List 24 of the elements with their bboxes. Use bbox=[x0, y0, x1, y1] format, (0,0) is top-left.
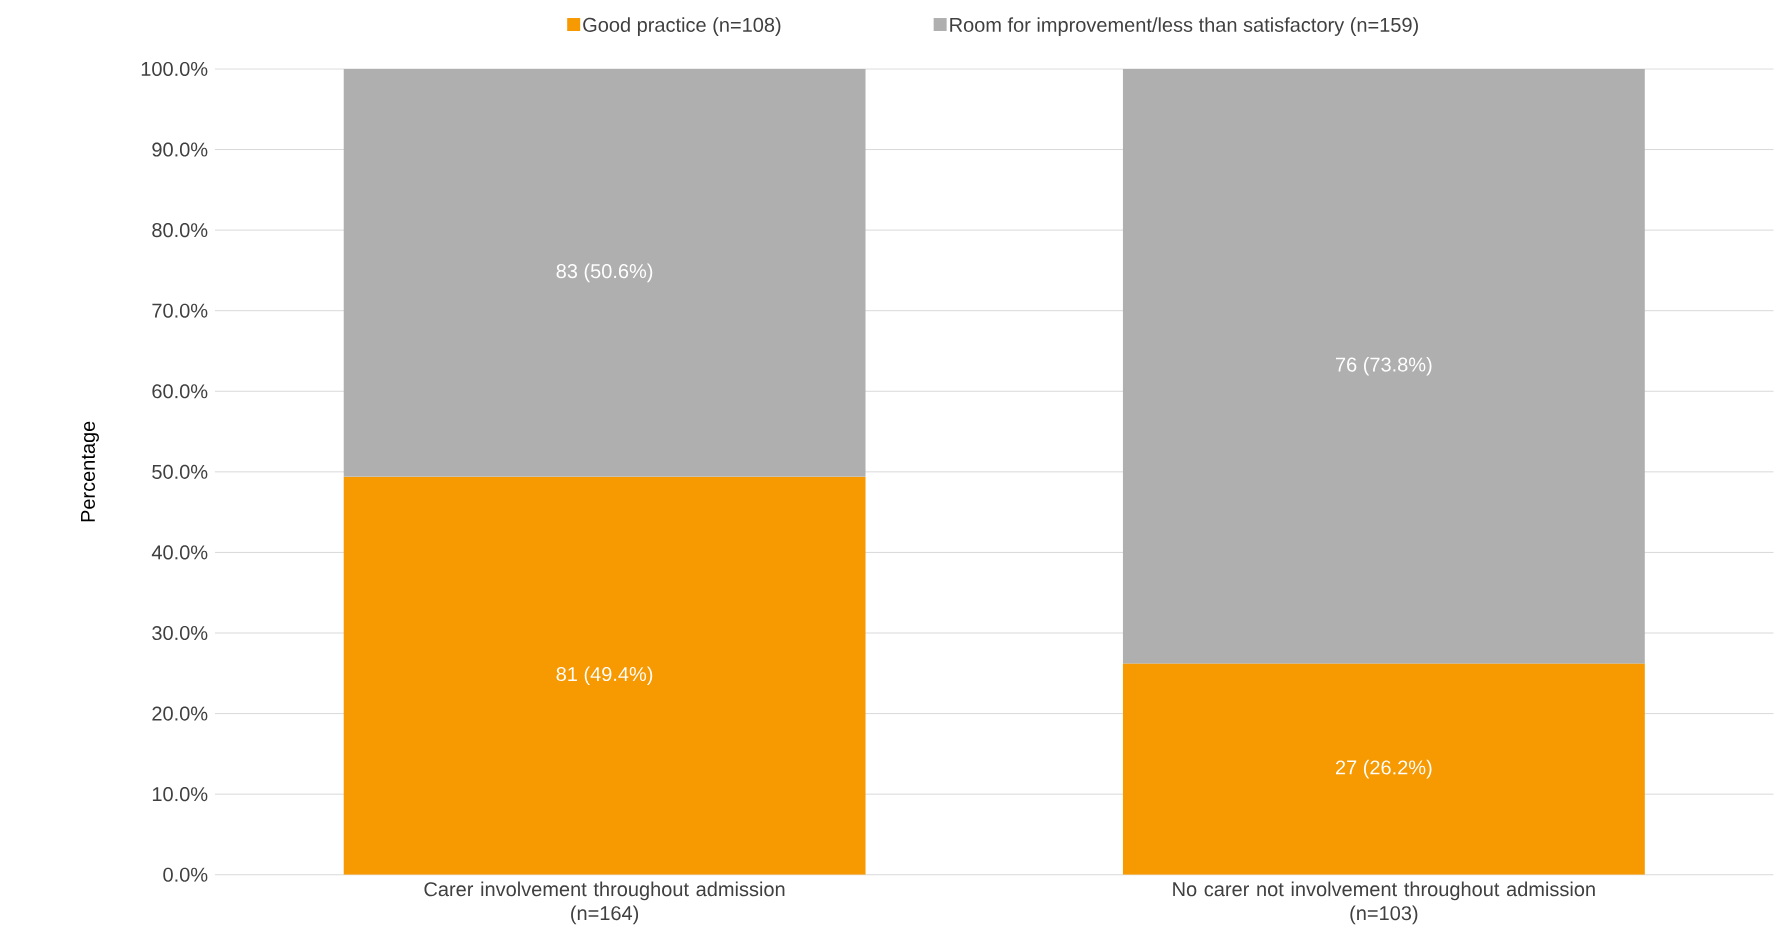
y-tick-label: 60.0% bbox=[152, 384, 208, 399]
bar bbox=[343, 69, 866, 477]
y-tick-label: 50.0% bbox=[152, 464, 208, 480]
x-tick-label: No carer not involvement throughout admission (n=103) bbox=[1173, 881, 1595, 925]
y-tick-label: 40.0% bbox=[151, 545, 208, 560]
data-label: 83 (50.6%) bbox=[556, 263, 653, 283]
legend-label: Good practice (n=108) bbox=[583, 17, 781, 37]
y-axis-title: Percentage bbox=[81, 421, 99, 522]
x-tick-label: Carer involvement throughout admission (n=164) bbox=[424, 881, 785, 925]
bar bbox=[343, 476, 866, 875]
y-tick-label: 80.0% bbox=[152, 223, 208, 238]
y-tick-label: 30.0% bbox=[152, 626, 208, 641]
data-label: 27 (26.2%) bbox=[1335, 760, 1432, 779]
y-tick-label: 70.0% bbox=[152, 303, 208, 318]
bar bbox=[1122, 663, 1645, 875]
data-label: 81 (49.4%) bbox=[556, 666, 653, 686]
y-tick-label: 0.0% bbox=[163, 867, 208, 882]
bar bbox=[1122, 69, 1645, 664]
y-tick-label: 90.0% bbox=[152, 142, 208, 157]
y-tick-label: 10.0% bbox=[152, 787, 208, 802]
data-label: 76 (73.8%) bbox=[1335, 357, 1432, 376]
y-tick-label: 100.0% bbox=[141, 62, 208, 77]
legend-label: Room for improvement/less than satisfactory (n=159) bbox=[950, 17, 1418, 37]
y-tick-label: 20.0% bbox=[152, 706, 208, 721]
